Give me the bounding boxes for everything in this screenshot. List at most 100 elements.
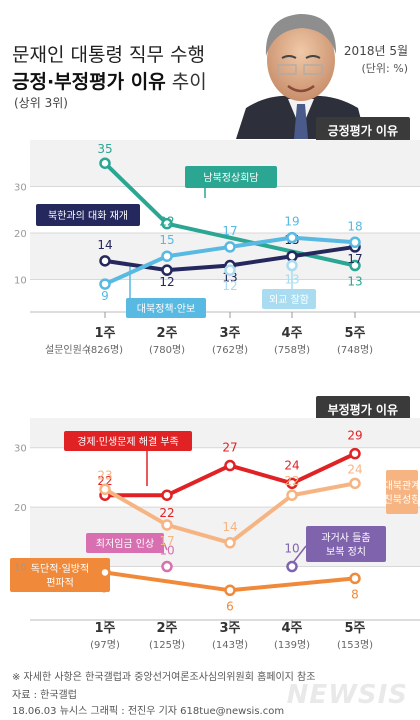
data-point — [286, 560, 298, 573]
data-label: 22 — [284, 474, 299, 488]
x-tick-label: 2주 — [156, 621, 177, 636]
data-point — [286, 489, 298, 501]
respondent-count: (826명) — [87, 344, 123, 356]
data-label: 13 — [284, 273, 299, 287]
data-label: 14 — [222, 520, 237, 534]
x-tick-label: 1주 — [94, 621, 115, 636]
series-name-box — [86, 533, 164, 553]
series-name-box — [126, 298, 206, 318]
x-tick-label: 4주 — [281, 621, 302, 636]
data-point — [286, 259, 298, 272]
series-name-box — [64, 431, 192, 451]
respondent-count: (143명) — [212, 639, 248, 651]
y-tick-label: 20 — [14, 229, 27, 240]
data-label: 12 — [222, 279, 237, 293]
y-tick-label: 20 — [14, 503, 27, 514]
negative-chart — [10, 418, 420, 626]
data-point — [161, 217, 173, 230]
series-name-box — [386, 470, 418, 514]
y-tick-label: 30 — [14, 182, 27, 193]
positive-section-tag: 긍정평가 이유 — [315, 117, 410, 144]
series-3 — [224, 259, 298, 276]
chart-title-line1: 문재인 대통령 직무 수행 — [12, 44, 205, 66]
data-point — [349, 236, 361, 249]
data-point — [224, 584, 236, 597]
respondent-count: (125명) — [149, 639, 185, 651]
data-point — [161, 519, 173, 531]
series-4 — [286, 560, 298, 573]
respondent-count: (748명) — [337, 344, 373, 356]
series-name: 편파적 — [46, 577, 74, 589]
data-label: 10 — [284, 542, 299, 556]
series-0 — [99, 447, 361, 501]
series-name: 경제·민생문제 해결 부족 — [77, 435, 179, 448]
source-text: 자료 : 한국갤럽 — [12, 690, 77, 701]
chart-date: 2018년 5월 — [343, 44, 408, 58]
data-point — [286, 477, 298, 490]
series-name: 남북정상회담 — [203, 172, 258, 184]
positive-chart — [30, 140, 420, 318]
y-tick-label: 10 — [14, 563, 27, 574]
data-label: 18 — [347, 219, 362, 233]
data-point — [99, 483, 111, 496]
series-name-box — [36, 204, 140, 226]
x-tick-label: 5주 — [344, 326, 365, 341]
data-point — [99, 566, 111, 579]
data-point — [349, 259, 361, 272]
series-name: 대북관계 — [384, 480, 420, 492]
data-label: 13 — [347, 275, 362, 289]
data-point — [161, 264, 173, 276]
series-1 — [99, 477, 361, 549]
respondent-count: (153명) — [337, 639, 373, 651]
series-name-box — [262, 289, 316, 309]
chart-subtitle: (상위 3위) — [14, 96, 68, 110]
newsis-logo: NEWSIS — [286, 680, 408, 710]
data-point — [99, 157, 111, 169]
callout-leader — [291, 545, 307, 565]
data-point — [349, 572, 361, 585]
respondent-count: (758명) — [274, 344, 310, 356]
data-label: 24 — [347, 462, 362, 476]
x-tick-label: 4주 — [281, 326, 302, 341]
series-name-box — [185, 166, 277, 188]
data-label: 12 — [159, 275, 174, 289]
chart-title-line2: 긍정·부정평가 이유 추이 — [12, 67, 207, 94]
respondents-label: 설문인원수 — [45, 344, 91, 356]
callout-leader — [163, 542, 168, 551]
series-name: 독단적·일방적 — [31, 563, 89, 575]
data-label: 22 — [159, 506, 174, 520]
data-label: 14 — [97, 238, 112, 252]
series-name: 최저임금 인상 — [96, 537, 154, 550]
series-name: 북한과의 대화 재개 — [48, 210, 128, 222]
data-label: 6 — [226, 599, 234, 613]
series-name: 친북성향 — [384, 494, 420, 506]
data-label: 24 — [284, 458, 299, 472]
data-point — [349, 477, 361, 490]
series-name-box — [10, 558, 110, 592]
data-label: 8 — [351, 587, 359, 601]
data-point — [286, 231, 298, 244]
data-label: 10 — [159, 544, 174, 558]
data-label: 9 — [101, 289, 109, 303]
x-tick-label: 5주 — [344, 621, 365, 636]
data-label: 17 — [222, 224, 237, 238]
data-point — [161, 250, 173, 262]
data-point — [99, 255, 111, 267]
data-point — [99, 278, 111, 290]
data-point — [161, 560, 173, 573]
data-label: 22 — [97, 474, 112, 488]
respondent-count: (97명) — [90, 639, 120, 651]
series-name: 보복 정치 — [326, 546, 366, 558]
data-point — [224, 264, 236, 276]
chart-title-suffix: 추이 — [165, 71, 207, 93]
data-label: 35 — [97, 142, 112, 156]
x-tick-label: 3주 — [219, 621, 240, 636]
data-label: 29 — [347, 429, 362, 443]
series-name: 대북정책·안보 — [137, 303, 195, 315]
data-point — [224, 241, 236, 253]
respondent-count: (139명) — [274, 639, 310, 651]
y-tick-label: 10 — [14, 275, 27, 286]
respondent-count: (762명) — [212, 344, 248, 356]
data-label: 27 — [222, 441, 237, 455]
